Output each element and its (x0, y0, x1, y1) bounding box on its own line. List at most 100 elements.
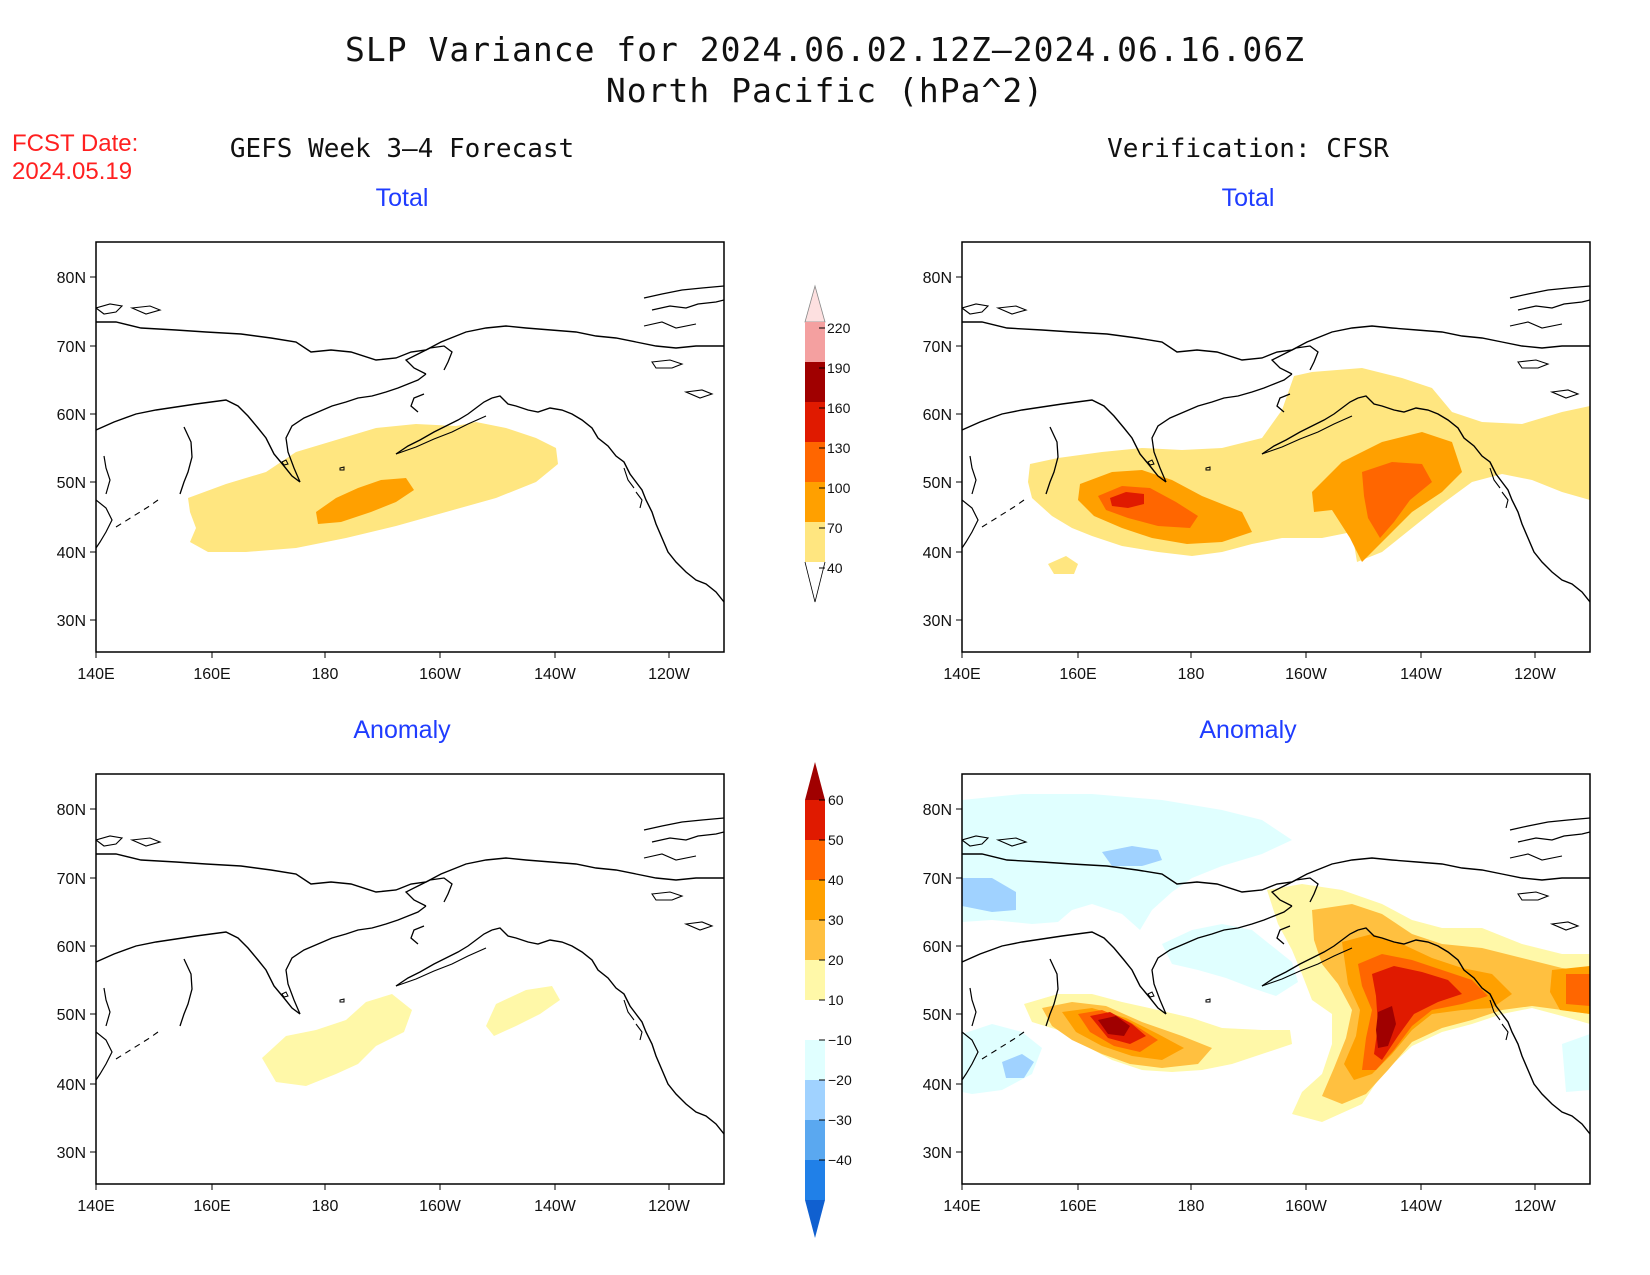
figure-title-line2: North Pacific (hPa^2) (605, 71, 1045, 110)
panel-title-bottom-right: Anomaly (1199, 716, 1297, 744)
colorbar-tip-lower (804, 561, 826, 603)
longitude-tick-label: 140W (1400, 1198, 1443, 1215)
latitude-tick-label: 30N (923, 613, 952, 630)
latitude-tick-label: 30N (57, 613, 86, 630)
map-frame (961, 241, 1591, 653)
latitude-tick-label: 70N (57, 339, 86, 356)
colorbar-swatch (805, 800, 825, 840)
longitude-tick-label: 180 (1178, 666, 1205, 683)
colorbar-swatch (805, 322, 825, 362)
longitude-tick-label: 120W (648, 666, 691, 683)
latitude-tick-label: 40N (923, 1077, 952, 1094)
latitude-tick-label: 40N (57, 545, 86, 562)
contour-anom-m20-west (962, 878, 1016, 912)
latitude-tick-label: 40N (57, 1077, 86, 1094)
latitude-tick-label: 50N (923, 475, 952, 492)
longitude-tick-label: 160E (1059, 1198, 1096, 1215)
longitude-tick-label: 140W (534, 1198, 577, 1215)
longitude-tick-label: 140W (534, 666, 577, 683)
latitude-tick-label: 80N (57, 270, 86, 287)
right-column-title: Verification: CFSR (1107, 134, 1389, 164)
longitude-tick-label: 140E (77, 1198, 114, 1215)
panel-title-bottom-left: Anomaly (353, 716, 451, 744)
contour-total-40 (1028, 368, 1590, 562)
colorbar-swatch (805, 920, 825, 960)
colorbar-level-label: −30 (828, 1112, 852, 1128)
latitude-tick-label: 30N (923, 1145, 952, 1162)
colorbar-swatch (805, 1080, 825, 1120)
forecast-date-value: 2024.05.19 (12, 158, 133, 185)
longitude-tick-label: 120W (648, 1198, 691, 1215)
colorbar-level-label: 40 (827, 560, 843, 576)
latitude-tick-label: 60N (923, 407, 952, 424)
colorbar-level-label: 160 (827, 400, 851, 416)
map-frame (95, 773, 725, 1185)
colorbar-level-label: 40 (828, 872, 844, 888)
map-frame (95, 241, 725, 653)
longitude-tick-label: 140W (1400, 666, 1443, 683)
colorbar-level-label: 130 (827, 440, 851, 456)
colorbar-swatch (805, 362, 825, 402)
contour-anom-40-far-east (1566, 974, 1590, 1006)
colorbar-tip-lower (805, 1200, 825, 1238)
colorbar-level-label: −10 (828, 1032, 852, 1048)
colorbar-level-label: 60 (828, 792, 844, 808)
contour-anom-60 (1098, 1016, 1130, 1036)
colorbar-swatch (805, 1120, 825, 1160)
contour-anom-50-east (1372, 966, 1462, 1060)
map-panel-forecast-anomaly: 80N 70N 60N 50N 40N 30N 140E 160E 180 160W 140W 120… (57, 773, 725, 1215)
map-frame (961, 773, 1591, 1185)
map-panel-verification-total: 80N 70N 60N 50N 40N 30N 140E 160E 180 160W 140W 120… (923, 241, 1591, 683)
latitude-tick-label: 50N (57, 1007, 86, 1024)
colorbar-level-label: 20 (828, 952, 844, 968)
latitude-tick-label: 40N (923, 545, 952, 562)
contour-anom-m20-north (1102, 846, 1162, 866)
latitude-tick-label: 80N (923, 802, 952, 819)
colorbar-swatch (805, 482, 825, 522)
colorbar-swatch (805, 1000, 825, 1040)
colorbar-swatch (805, 442, 825, 482)
longitude-tick-label: 180 (1178, 1198, 1205, 1215)
latitude-tick-label: 80N (57, 802, 86, 819)
latitude-tick-label: 60N (57, 939, 86, 956)
latitude-tick-label: 70N (57, 871, 86, 888)
longitude-tick-label: 180 (312, 666, 339, 683)
panel-title-top-left: Total (375, 184, 429, 212)
contour-anom-10 (262, 994, 412, 1086)
colorbar-level-label: 50 (828, 832, 844, 848)
latitude-tick-label: 50N (57, 475, 86, 492)
latitude-tick-label: 60N (923, 939, 952, 956)
longitude-tick-label: 160E (193, 666, 230, 683)
colorbar-level-label: 10 (828, 992, 844, 1008)
map-panel-verification-anomaly: 80N 70N 60N 50N 40N 30N 140E 160E 180 160W 140W 120… (923, 773, 1591, 1215)
colorbar-level-label: −40 (828, 1152, 852, 1168)
colorbar-level-label: 30 (828, 912, 844, 928)
longitude-tick-label: 120W (1514, 666, 1557, 683)
colorbar-level-label: −20 (828, 1072, 852, 1088)
panel-title-top-right: Total (1221, 184, 1275, 212)
latitude-tick-label: 80N (923, 270, 952, 287)
longitude-tick-label: 160W (419, 1198, 462, 1215)
longitude-tick-label: 160E (1059, 666, 1096, 683)
longitude-tick-label: 140E (943, 1198, 980, 1215)
colorbar-swatch (805, 402, 825, 442)
colorbar-level-label: 70 (827, 520, 843, 536)
colorbar-swatch (805, 522, 825, 562)
longitude-tick-label: 160W (1285, 1198, 1328, 1215)
latitude-tick-label: 70N (923, 871, 952, 888)
colorbar-swatch (805, 880, 825, 920)
longitude-tick-label: 140E (77, 666, 114, 683)
figure-title-line1: SLP Variance for 2024.06.02.12Z–2024.06.… (345, 30, 1305, 69)
latitude-tick-label: 50N (923, 1007, 952, 1024)
longitude-tick-label: 160W (419, 666, 462, 683)
longitude-tick-label: 120W (1514, 1198, 1557, 1215)
colorbar-swatch (805, 1160, 825, 1200)
colorbar-level-label: 100 (827, 480, 851, 496)
colorbar-level-label: 190 (827, 360, 851, 376)
colorbar-swatch (805, 1040, 825, 1080)
contour-anom-m20-southwest (1002, 1054, 1034, 1078)
left-column-title: GEFS Week 3–4 Forecast (229, 134, 575, 164)
forecast-date-label: FCST Date: (12, 130, 139, 157)
map-panel-forecast-total: 80N 70N 60N 50N 40N 30N 140E 160E 180 160W 140W 120… (57, 241, 725, 683)
